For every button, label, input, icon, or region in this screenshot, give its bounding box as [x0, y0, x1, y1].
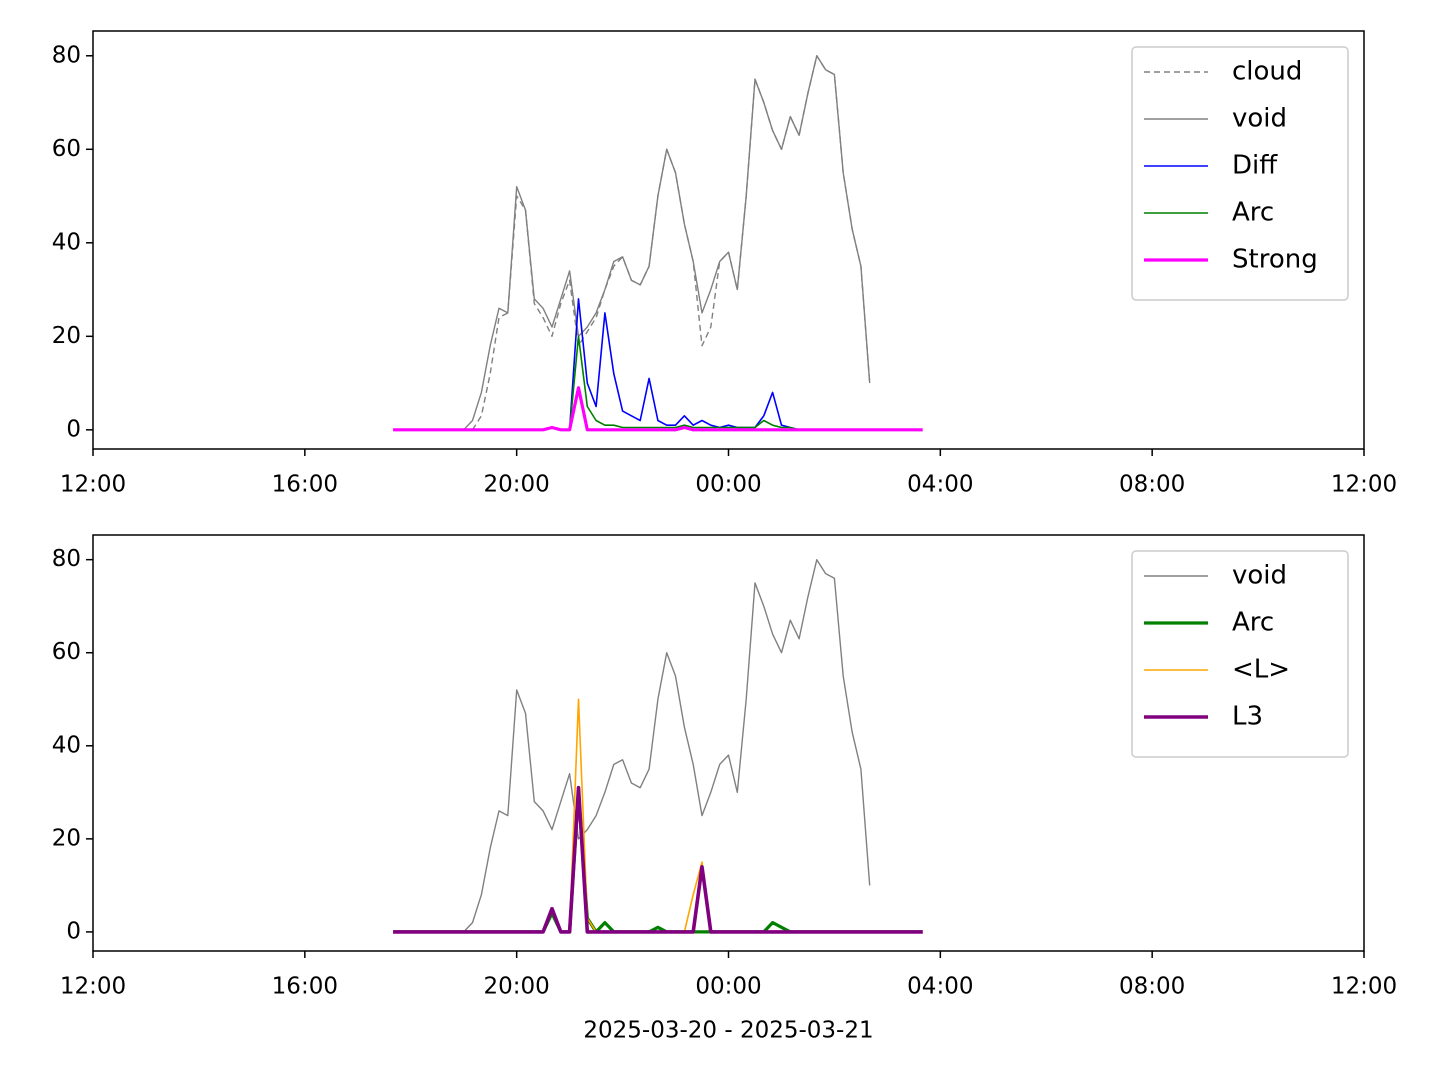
axes: 0 20 40 60 80 12:00 16:00 20:00 00:00 04:00 08:00 1…	[52, 534, 1397, 1044]
x-tick-label: 16:00	[272, 472, 338, 498]
series-line	[393, 386, 923, 432]
x-tick-label: 12:00	[1331, 974, 1397, 1000]
x-tick-label: 16:00	[272, 974, 338, 1000]
x-tick-label: 20:00	[484, 974, 550, 1000]
legend-label: <L>	[1232, 655, 1290, 685]
legend-label: cloud	[1232, 57, 1302, 87]
legend: cloud void Diff Arc Strong	[1131, 46, 1349, 301]
x-tick-label: 08:00	[1119, 472, 1185, 498]
legend-label: void	[1232, 561, 1287, 591]
x-tick-label: 00:00	[695, 974, 761, 1000]
y-tick-label: 0	[66, 416, 81, 442]
axes-frame	[92, 534, 1365, 952]
series-line	[568, 298, 800, 431]
legend-label: L3	[1232, 702, 1263, 732]
x-tick-label: 04:00	[907, 472, 973, 498]
series-line	[568, 335, 800, 431]
x-tick-label: 08:00	[1119, 974, 1185, 1000]
legend-label: Arc	[1232, 198, 1274, 228]
y-tick-label: 60	[52, 136, 81, 162]
legend-frame	[1131, 46, 1349, 301]
legend: void Arc <L> L3	[1131, 550, 1349, 758]
legend-label: Diff	[1232, 151, 1278, 181]
legend-label: Arc	[1232, 608, 1274, 638]
axes: 0 20 40 60 80 12:00 16:00 20:00 00:00 04:00 08:00 1…	[52, 30, 1397, 498]
legend-frame	[1131, 550, 1349, 758]
y-tick-label: 80	[52, 546, 81, 572]
y-tick-label: 20	[52, 825, 81, 851]
plot-area	[393, 55, 923, 432]
legend-label: Strong	[1232, 245, 1318, 275]
axes-frame	[92, 30, 1365, 450]
x-tick-label: 20:00	[484, 472, 550, 498]
series-line	[471, 55, 871, 431]
x-tick-label: 12:00	[1331, 472, 1397, 498]
y-tick-label: 40	[52, 229, 81, 255]
x-tick-label: 04:00	[907, 974, 973, 1000]
x-tick-label: 12:00	[60, 472, 126, 498]
y-tick-label: 80	[52, 42, 81, 68]
legend-label: void	[1232, 104, 1287, 134]
series-line	[463, 559, 871, 933]
plot-area	[393, 559, 923, 934]
x-tick-label: 00:00	[695, 472, 761, 498]
y-tick-label: 60	[52, 639, 81, 665]
y-tick-label: 40	[52, 732, 81, 758]
series-line	[393, 785, 923, 934]
series-line	[463, 55, 871, 431]
y-tick-label: 0	[66, 918, 81, 944]
y-tick-label: 20	[52, 323, 81, 349]
series-line	[393, 790, 923, 934]
x-axis-label: 2025-03-20 - 2025-03-21	[583, 1018, 873, 1044]
x-tick-label: 12:00	[60, 974, 126, 1000]
series-line	[393, 698, 923, 933]
